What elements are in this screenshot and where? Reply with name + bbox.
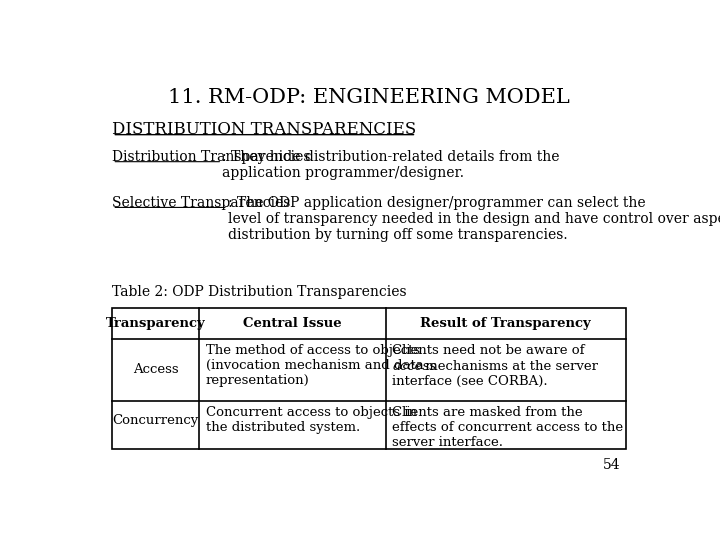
- Text: : The ODP application designer/programmer can select the
level of transparency n: : The ODP application designer/programme…: [228, 196, 720, 242]
- Bar: [112, 308, 626, 449]
- Text: Clients need not be aware of: Clients need not be aware of: [392, 344, 585, 357]
- Text: Central Issue: Central Issue: [243, 317, 341, 330]
- Text: Result of Transparency: Result of Transparency: [420, 317, 591, 330]
- Text: mechanisms at the server: mechanisms at the server: [421, 360, 598, 373]
- Text: Concurrency: Concurrency: [112, 414, 199, 428]
- Text: interface (see CORBA).: interface (see CORBA).: [392, 375, 548, 388]
- Text: The method of access to objects
(invocation mechanism and data
representation): The method of access to objects (invocat…: [205, 344, 423, 387]
- Text: DISTRIBUTION TRANSPARENCIES: DISTRIBUTION TRANSPARENCIES: [112, 121, 417, 138]
- Text: Concurrent access to objects in
the distributed system.: Concurrent access to objects in the dist…: [205, 406, 416, 434]
- Text: : They hide distribution-related details from the
application programmer/designe: : They hide distribution-related details…: [222, 150, 559, 180]
- Text: Distribution Transparencies: Distribution Transparencies: [112, 150, 311, 164]
- Text: access: access: [392, 360, 436, 373]
- Text: Selective Transparencies: Selective Transparencies: [112, 196, 291, 210]
- Text: Clients are masked from the
effects of concurrent access to the
server interface: Clients are masked from the effects of c…: [392, 406, 624, 449]
- Text: Access: Access: [132, 363, 179, 376]
- Text: 11. RM-ODP: ENGINEERING MODEL: 11. RM-ODP: ENGINEERING MODEL: [168, 87, 570, 107]
- Text: Table 2: ODP Distribution Transparencies: Table 2: ODP Distribution Transparencies: [112, 285, 407, 299]
- Text: Transparency: Transparency: [106, 317, 205, 330]
- Text: 54: 54: [603, 458, 620, 472]
